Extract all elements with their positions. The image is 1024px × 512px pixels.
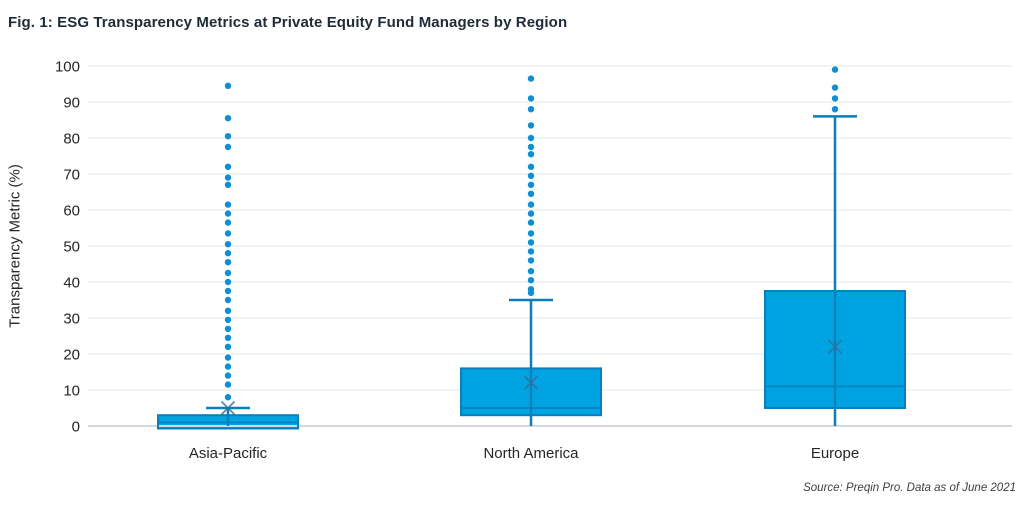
y-tick-label: 10 xyxy=(63,383,80,400)
outlier-dot xyxy=(224,219,232,226)
category-label: Europe xyxy=(811,445,859,462)
outlier-dot xyxy=(831,106,839,113)
outlier-dot xyxy=(224,394,232,401)
outlier-dot xyxy=(831,84,839,91)
category-label: North America xyxy=(483,445,579,462)
outlier-dot xyxy=(527,219,535,226)
y-tick-label: 90 xyxy=(63,95,80,112)
outlier-dot xyxy=(224,230,232,237)
outlier-dot xyxy=(831,66,839,73)
outlier-dot xyxy=(527,201,535,208)
outlier-dot xyxy=(527,134,535,142)
outlier-dot xyxy=(224,143,232,151)
y-tick-label: 70 xyxy=(63,167,80,184)
outlier-dot xyxy=(527,106,535,113)
y-tick-label: 60 xyxy=(63,203,80,220)
outlier-dot xyxy=(224,241,232,248)
outlier-dot xyxy=(224,201,232,208)
outlier-dot xyxy=(527,277,535,284)
outlier-dot xyxy=(527,248,535,255)
outlier-dot xyxy=(527,239,535,246)
outlier-dot xyxy=(224,133,232,140)
outlier-dot xyxy=(527,151,535,158)
outlier-dot xyxy=(224,210,232,217)
outlier-dot xyxy=(527,289,535,296)
outlier-dot xyxy=(224,287,232,295)
outlier-dot xyxy=(224,307,232,314)
outlier-dot xyxy=(224,163,232,170)
outlier-dot xyxy=(224,82,232,90)
chart-title: Fig. 1: ESG Transparency Metrics at Priv… xyxy=(8,14,568,31)
y-tick-label: 30 xyxy=(63,311,80,328)
outlier-dot xyxy=(527,172,535,179)
outlier-dot xyxy=(224,181,232,188)
y-tick-label: 100 xyxy=(55,59,80,76)
y-tick-label: 40 xyxy=(63,275,80,292)
outlier-dot xyxy=(527,143,535,151)
outlier-dot xyxy=(527,210,535,217)
mean-marker xyxy=(220,400,236,416)
outlier-dot xyxy=(527,122,535,129)
outlier-dot xyxy=(224,316,232,323)
outlier-dot xyxy=(527,190,535,197)
outlier-dot xyxy=(527,268,535,275)
outlier-dot xyxy=(224,372,232,379)
outlier-dot xyxy=(224,250,232,257)
mean-marker xyxy=(827,339,843,354)
outlier-dot xyxy=(527,257,535,264)
y-tick-label: 0 xyxy=(72,419,80,436)
box-outline xyxy=(764,290,906,409)
source-note: Source: Preqin Pro. Data as of June 2021 xyxy=(803,482,1016,494)
y-tick-label: 50 xyxy=(63,239,80,256)
mean-marker xyxy=(523,375,539,390)
outlier-dot xyxy=(224,325,232,332)
outlier-dot xyxy=(831,95,839,102)
outlier-dot xyxy=(527,163,535,170)
y-tick-label: 20 xyxy=(63,347,80,364)
outlier-dot xyxy=(224,296,232,304)
outlier-dot xyxy=(224,115,232,122)
outlier-dot xyxy=(224,278,232,286)
outlier-dot xyxy=(224,174,232,181)
outlier-dot xyxy=(527,230,535,237)
outlier-dot xyxy=(224,354,232,361)
box-outline xyxy=(460,367,602,417)
outlier-dot xyxy=(224,343,232,350)
outlier-dot xyxy=(224,381,232,388)
outlier-dot xyxy=(224,334,232,341)
outlier-dot xyxy=(527,95,535,102)
y-tick-label: 80 xyxy=(63,131,80,148)
outlier-dot xyxy=(224,259,232,266)
outlier-dot xyxy=(527,181,535,188)
outlier-dot xyxy=(527,75,535,82)
category-label: Asia-Pacific xyxy=(189,445,268,462)
outlier-dot xyxy=(224,363,232,370)
outlier-dot xyxy=(224,269,232,277)
